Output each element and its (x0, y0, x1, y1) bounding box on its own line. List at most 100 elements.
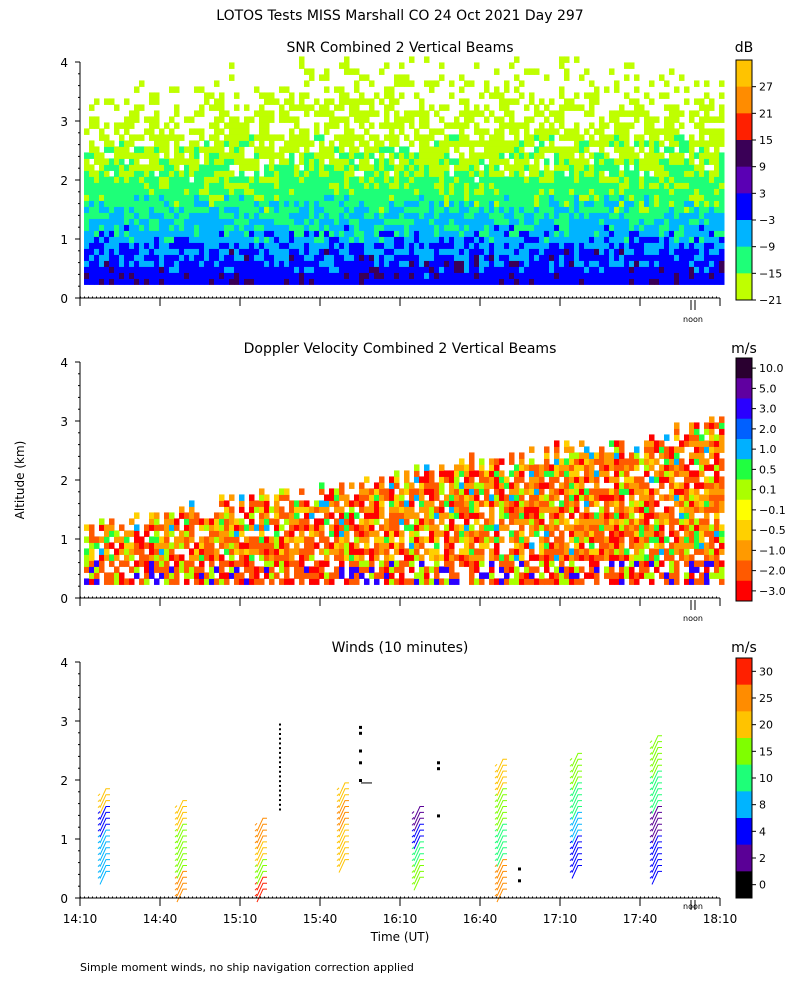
snr-cell (644, 182, 650, 189)
snr-cell (604, 266, 610, 273)
snr-cell (684, 200, 690, 207)
snr-cell (499, 242, 505, 249)
snr-cell (454, 260, 460, 267)
snr-cell (624, 176, 630, 183)
snr-cell (679, 206, 685, 213)
doppler-cell (429, 566, 435, 573)
snr-cell (444, 176, 450, 183)
snr-cell (319, 212, 325, 219)
snr-cell (514, 152, 520, 159)
doppler-cell (294, 548, 300, 555)
snr-cell (619, 248, 625, 255)
snr-cell (394, 260, 400, 267)
snr-cell (204, 140, 210, 147)
snr-cell (579, 74, 585, 81)
snr-cell (249, 248, 255, 255)
snr-cell (659, 182, 665, 189)
snr-cell (89, 272, 95, 279)
snr-cell (564, 218, 570, 225)
snr-cell (109, 200, 115, 207)
doppler-cell (244, 548, 250, 555)
snr-cell (554, 110, 560, 117)
snr-cell (304, 158, 310, 165)
doppler-cell (529, 446, 535, 453)
snr-cell (289, 152, 295, 159)
snr-cell (529, 206, 535, 213)
snr-cell (449, 80, 455, 87)
snr-cell (499, 188, 505, 195)
snr-cell (554, 236, 560, 243)
snr-cell (604, 152, 610, 159)
snr-cell (664, 242, 670, 249)
snr-cell (574, 158, 580, 165)
snr-cell (159, 218, 165, 225)
snr-cell (364, 170, 370, 177)
doppler-cell (529, 464, 535, 471)
doppler-cell (489, 518, 495, 525)
snr-cell (149, 248, 155, 255)
snr-cell (589, 134, 595, 141)
snr-cell (189, 146, 195, 153)
snr-cell (399, 146, 405, 153)
snr-cell (379, 68, 385, 75)
snr-cell (134, 110, 140, 117)
snr-cell (339, 206, 345, 213)
doppler-cell (494, 488, 500, 495)
snr-cell (89, 224, 95, 231)
doppler-cell (534, 500, 540, 507)
doppler-cell (264, 494, 270, 501)
snr-cell (289, 212, 295, 219)
snr-cell (454, 266, 460, 273)
snr-cell (559, 200, 565, 207)
snr-cell (584, 230, 590, 237)
snr-cell (344, 212, 350, 219)
snr-cell (394, 140, 400, 147)
snr-cell (294, 200, 300, 207)
snr-cell (639, 146, 645, 153)
snr-cell (374, 236, 380, 243)
snr-cell (349, 98, 355, 105)
snr-cell (704, 146, 710, 153)
snr-cell (634, 242, 640, 249)
snr-cell (309, 260, 315, 267)
doppler-cell (439, 476, 445, 483)
doppler-cell (464, 548, 470, 555)
snr-cell (394, 188, 400, 195)
snr-cell (459, 176, 465, 183)
snr-cell (699, 248, 705, 255)
snr-cell (389, 206, 395, 213)
doppler-cell (469, 554, 475, 561)
doppler-cell (514, 482, 520, 489)
snr-cell (274, 224, 280, 231)
snr-cell (444, 122, 450, 129)
snr-cell (524, 218, 530, 225)
snr-cell (394, 98, 400, 105)
doppler-cell (544, 446, 550, 453)
snr-cell (489, 110, 495, 117)
snr-cell (124, 176, 130, 183)
doppler-cell (409, 482, 415, 489)
snr-cell (209, 134, 215, 141)
snr-cell (639, 104, 645, 111)
snr-cell (264, 248, 270, 255)
doppler-cell (584, 476, 590, 483)
snr-cell (144, 254, 150, 261)
snr-cell (424, 116, 430, 123)
doppler-cell (469, 560, 475, 567)
doppler-cell (109, 560, 115, 567)
snr-cell (689, 218, 695, 225)
snr-cell (129, 194, 135, 201)
snr-cell (594, 182, 600, 189)
snr-cell (579, 146, 585, 153)
snr-cell (184, 116, 190, 123)
doppler-cell (484, 524, 490, 531)
doppler-cell (419, 554, 425, 561)
snr-cell (359, 212, 365, 219)
snr-cell (224, 212, 230, 219)
snr-cell (119, 224, 125, 231)
snr-cell (384, 206, 390, 213)
snr-cell (274, 242, 280, 249)
snr-cell (459, 242, 465, 249)
doppler-cell (439, 470, 445, 477)
snr-cell (519, 170, 525, 177)
